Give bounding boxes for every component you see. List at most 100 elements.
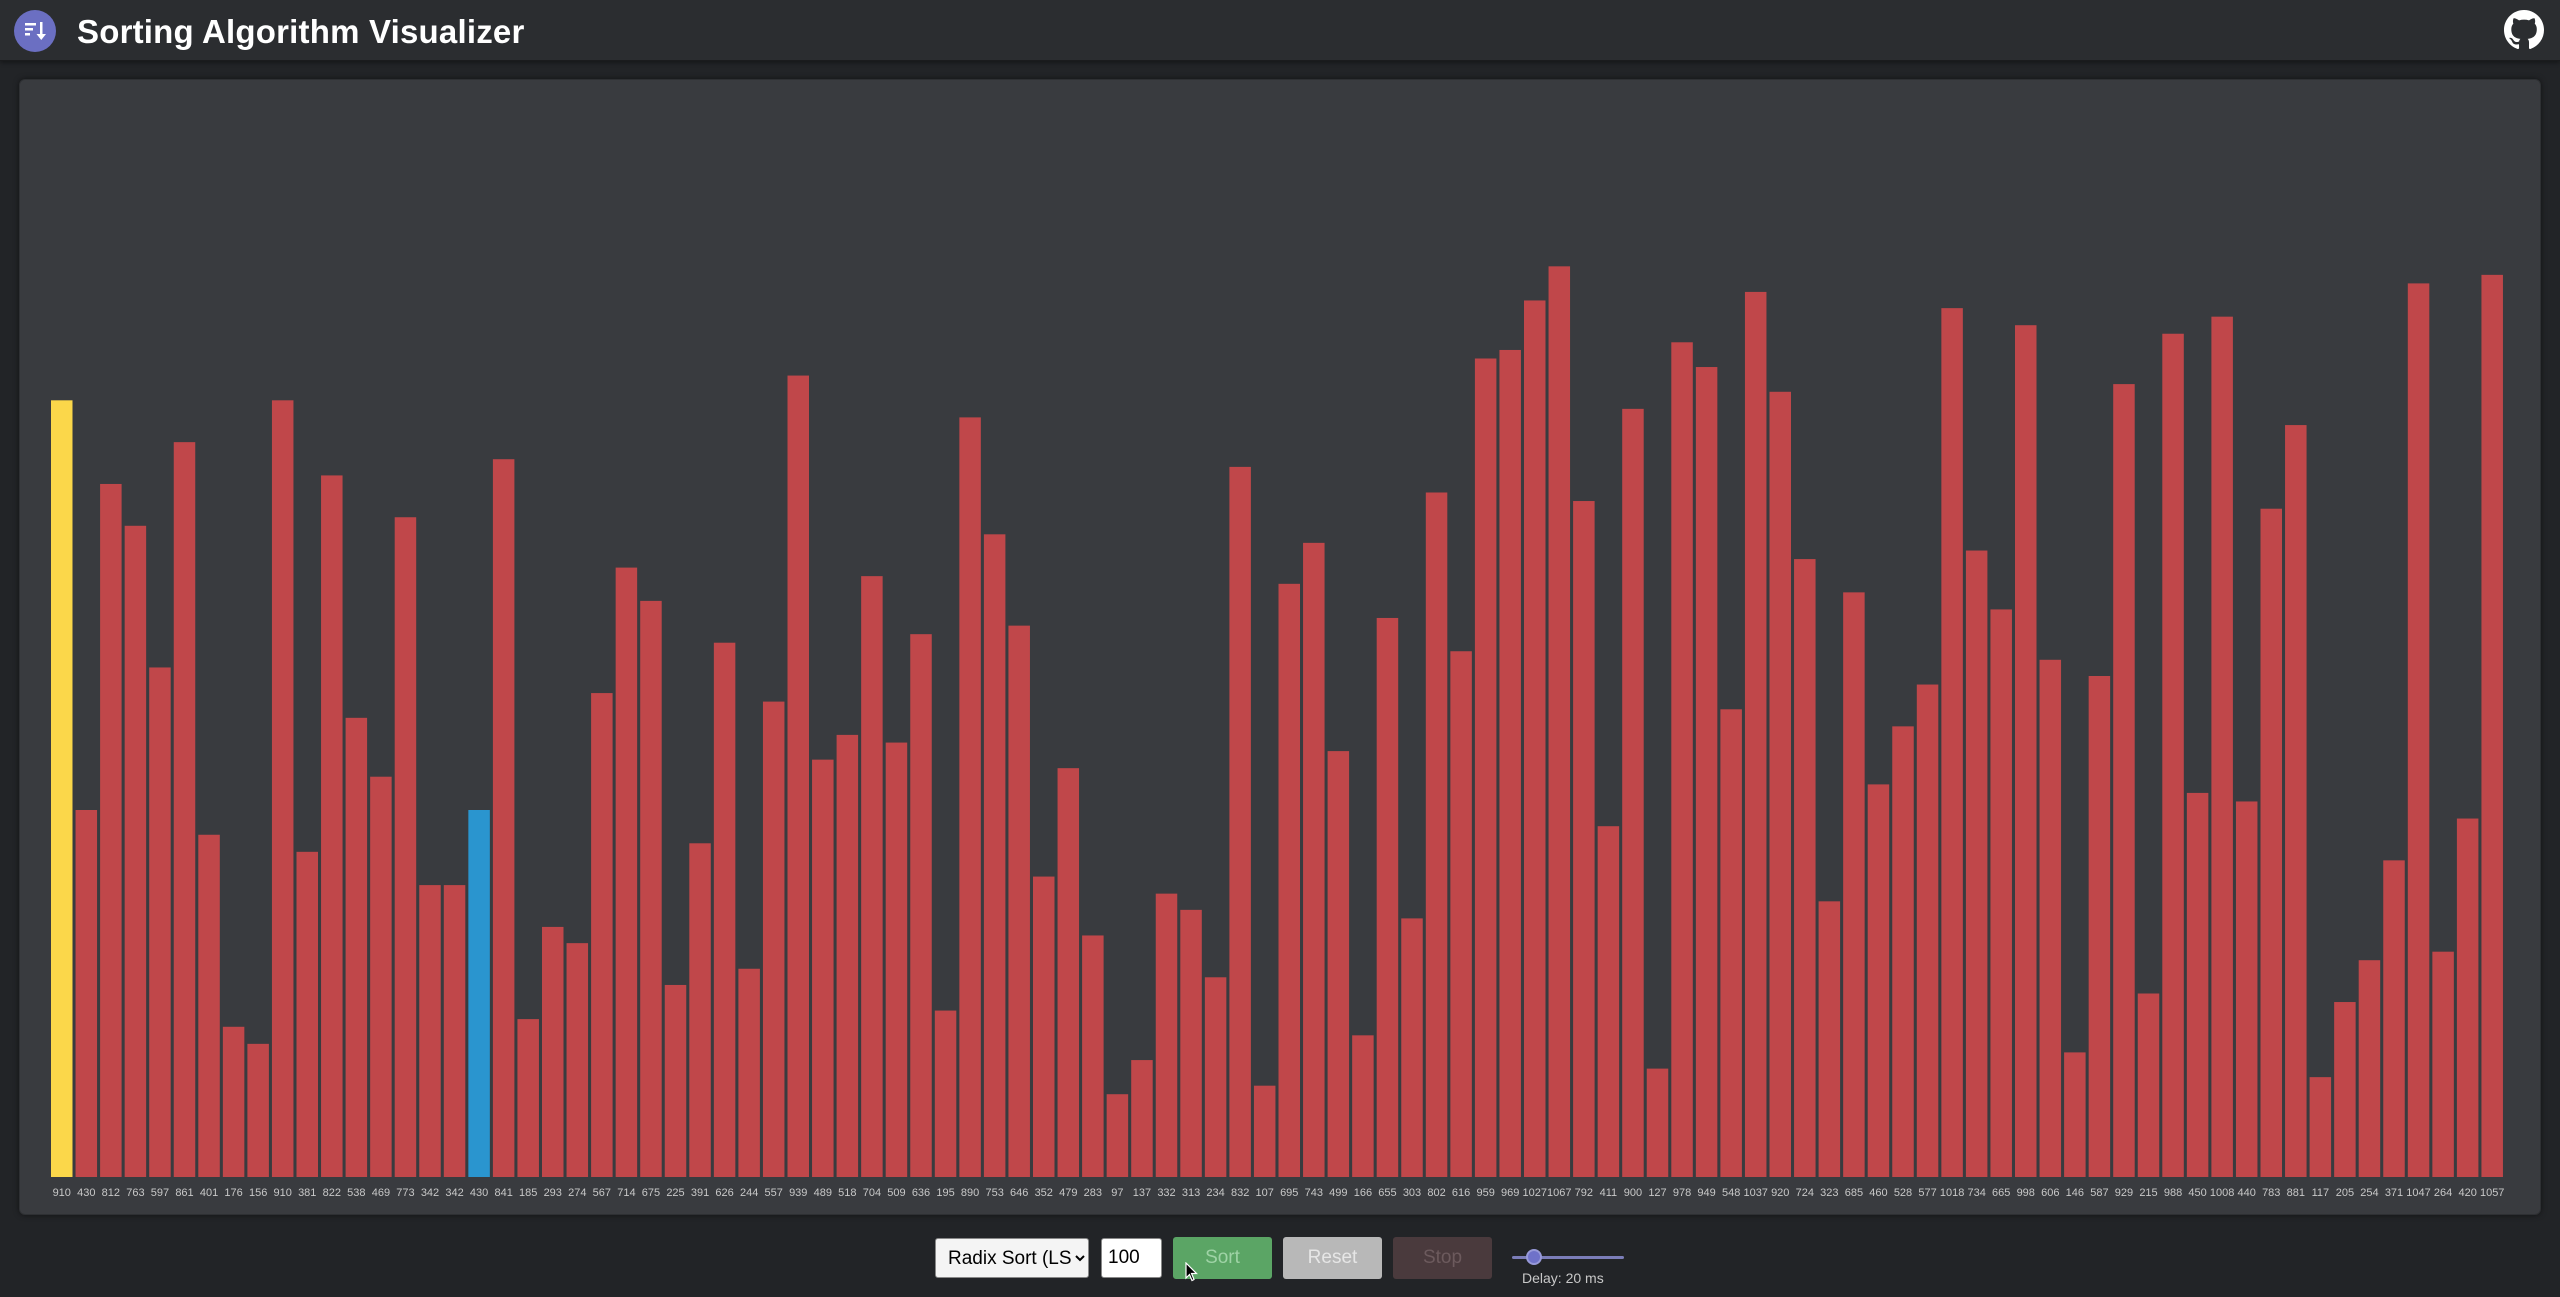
bar-value-label: 313 (1182, 1187, 1200, 1199)
bar (1229, 466, 1251, 1177)
bar-value-label: 636 (912, 1187, 930, 1199)
bar-value-label: 861 (175, 1187, 193, 1199)
bar-value-label: 244 (740, 1187, 758, 1199)
bar (247, 1043, 269, 1177)
bar (2260, 508, 2282, 1178)
delay-slider[interactable] (1512, 1256, 1624, 1259)
bar-value-label: 420 (2458, 1187, 2476, 1199)
sort-descending-icon (14, 10, 56, 52)
bar (542, 926, 564, 1177)
bar (2358, 960, 2381, 1177)
delay-slider-thumb[interactable] (1526, 1249, 1542, 1265)
bar-value-label: 381 (298, 1187, 316, 1199)
bar-value-label: 1057 (2480, 1187, 2504, 1199)
bar (713, 642, 736, 1177)
bar-value-label: 577 (1918, 1187, 1936, 1199)
bar-value-label: 411 (1600, 1187, 1618, 1199)
bar-value-label: 274 (568, 1187, 586, 1199)
bar-value-label: 371 (2385, 1187, 2403, 1199)
bar (1744, 291, 1767, 1177)
bar (1474, 358, 1497, 1177)
bar (321, 475, 343, 1177)
bar (2113, 384, 2135, 1178)
bar-value-label: 548 (1722, 1187, 1740, 1199)
bar (1548, 266, 1571, 1177)
bar-value-label: 185 (519, 1187, 537, 1199)
bar-value-label: 234 (1206, 1187, 1224, 1199)
algorithm-select[interactable]: Radix Sort (LSD) (935, 1238, 1089, 1278)
bar (2039, 659, 2062, 1177)
bar-value-label: 743 (1305, 1187, 1323, 1199)
bar (1916, 684, 1939, 1177)
bar-value-label: 293 (544, 1187, 562, 1199)
bar-value-label: 264 (2434, 1187, 2452, 1199)
bar-value-label: 773 (396, 1187, 414, 1199)
bar (959, 417, 981, 1177)
bar (1352, 1035, 1374, 1177)
bar (1155, 893, 1178, 1177)
bar-value-label: 714 (617, 1187, 635, 1199)
bar-value-label: 920 (1771, 1187, 1789, 1199)
bar-value-label: 753 (985, 1187, 1003, 1199)
app-header: Sorting Algorithm Visualizer (0, 0, 2560, 61)
bar (885, 742, 908, 1177)
bar-value-label: 606 (2041, 1187, 2059, 1199)
bar-value-label: 910 (53, 1187, 71, 1199)
bar-value-label: 127 (1648, 1187, 1666, 1199)
bar (1769, 391, 1791, 1177)
bar (468, 810, 490, 1177)
github-icon[interactable] (2504, 10, 2544, 50)
bar (1499, 349, 1521, 1178)
bar (689, 843, 711, 1177)
page-title: Sorting Algorithm Visualizer (77, 13, 525, 50)
bar (1941, 308, 1963, 1177)
bar (1573, 501, 1595, 1177)
bar (394, 517, 417, 1177)
bar-value-label: 323 (1820, 1187, 1838, 1199)
bar-value-label: 352 (1035, 1187, 1053, 1199)
bar (566, 943, 589, 1177)
bar-value-label: 969 (1501, 1187, 1519, 1199)
bar-value-label: 225 (666, 1187, 684, 1199)
bar (1180, 909, 1202, 1177)
bar (100, 483, 122, 1178)
bar (1622, 408, 1644, 1178)
bar (2481, 274, 2503, 1178)
bar-chart: 910 430 812 763 597 861 401 176 156 910 381 822 538 4… (51, 266, 2504, 1199)
bar-value-label: 792 (1575, 1187, 1593, 1199)
bar (1892, 726, 1914, 1177)
bar (934, 1010, 957, 1177)
bar-value-label: 176 (224, 1187, 242, 1199)
bar (2285, 425, 2307, 1177)
bar (1082, 935, 1104, 1177)
bar (640, 600, 662, 1177)
bar (1867, 784, 1890, 1177)
reset-button[interactable]: Reset (1283, 1237, 1382, 1279)
bar (173, 442, 196, 1177)
bar-value-label: 1027 (1523, 1187, 1547, 1199)
bar-value-label: 626 (715, 1187, 733, 1199)
bar (1057, 768, 1080, 1177)
bar (1843, 592, 1865, 1177)
stop-button[interactable]: Stop (1393, 1237, 1492, 1279)
bar (1425, 492, 1448, 1177)
bar (1450, 651, 1472, 1177)
bar (2137, 993, 2160, 1177)
bar-value-label: 499 (1329, 1187, 1347, 1199)
bar (517, 1019, 539, 1177)
bar-value-label: 450 (2188, 1187, 2206, 1199)
bar (2432, 951, 2454, 1177)
array-size-input[interactable] (1101, 1238, 1162, 1278)
bar (2211, 316, 2233, 1177)
bar (419, 885, 441, 1177)
bar-value-label: 146 (2066, 1187, 2084, 1199)
bar-value-label: 822 (323, 1187, 341, 1199)
bar-value-label: 959 (1476, 1187, 1494, 1199)
bar (1524, 300, 1546, 1177)
bar (738, 968, 760, 1177)
bar (198, 834, 220, 1177)
bar-value-label: 734 (1967, 1187, 1985, 1199)
bar (2088, 676, 2111, 1177)
bar-value-label: 332 (1157, 1187, 1175, 1199)
bar (787, 375, 809, 1177)
